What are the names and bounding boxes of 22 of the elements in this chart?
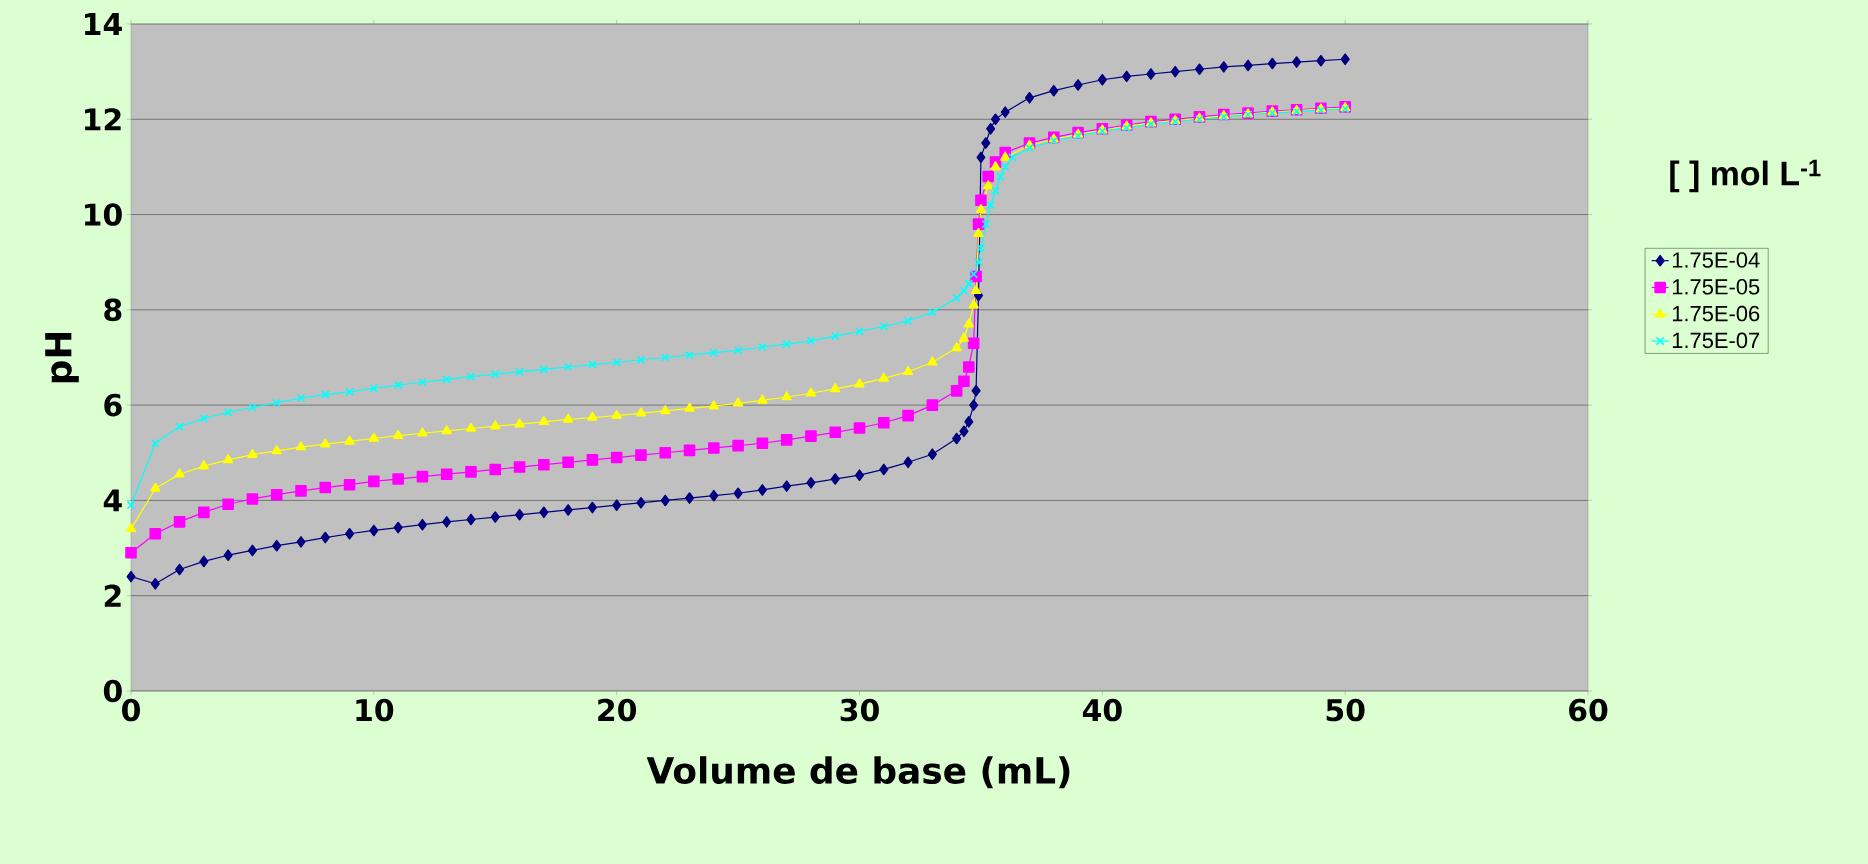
- y-tick-label: 12: [85, 108, 121, 131]
- legend-label: 1.75E-06: [1672, 305, 1760, 322]
- x-axis-title: Volume de base (mL): [646, 756, 1070, 789]
- x-tick-label: 10: [356, 698, 394, 722]
- x-tick-label: 40: [1082, 698, 1122, 722]
- y-tick-label: 4: [103, 489, 122, 512]
- x-tick-label: 50: [1326, 698, 1365, 722]
- legend-label: 1.75E-04: [1672, 252, 1760, 268]
- y-tick-label: 6: [104, 393, 122, 417]
- x-tick-label: 20: [598, 698, 637, 722]
- y-axis-title: pH: [45, 332, 79, 383]
- y-tick-label: 10: [85, 203, 122, 226]
- legend-label: 1.75E-07: [1672, 332, 1760, 349]
- x-tick-label: 30: [840, 698, 879, 722]
- y-tick-label: 2: [104, 584, 121, 607]
- y-tick-label: 14: [85, 13, 122, 35]
- legend-title: [ ] mol L$^{-1}$: [1670, 159, 1821, 193]
- y-tick-label: 0: [103, 679, 122, 703]
- x-tick-label: 0: [122, 698, 140, 722]
- x-tick-label: 60: [1569, 698, 1608, 722]
- legend-label: 1.75E-05: [1672, 279, 1760, 295]
- y-tick-label: 8: [104, 298, 122, 322]
